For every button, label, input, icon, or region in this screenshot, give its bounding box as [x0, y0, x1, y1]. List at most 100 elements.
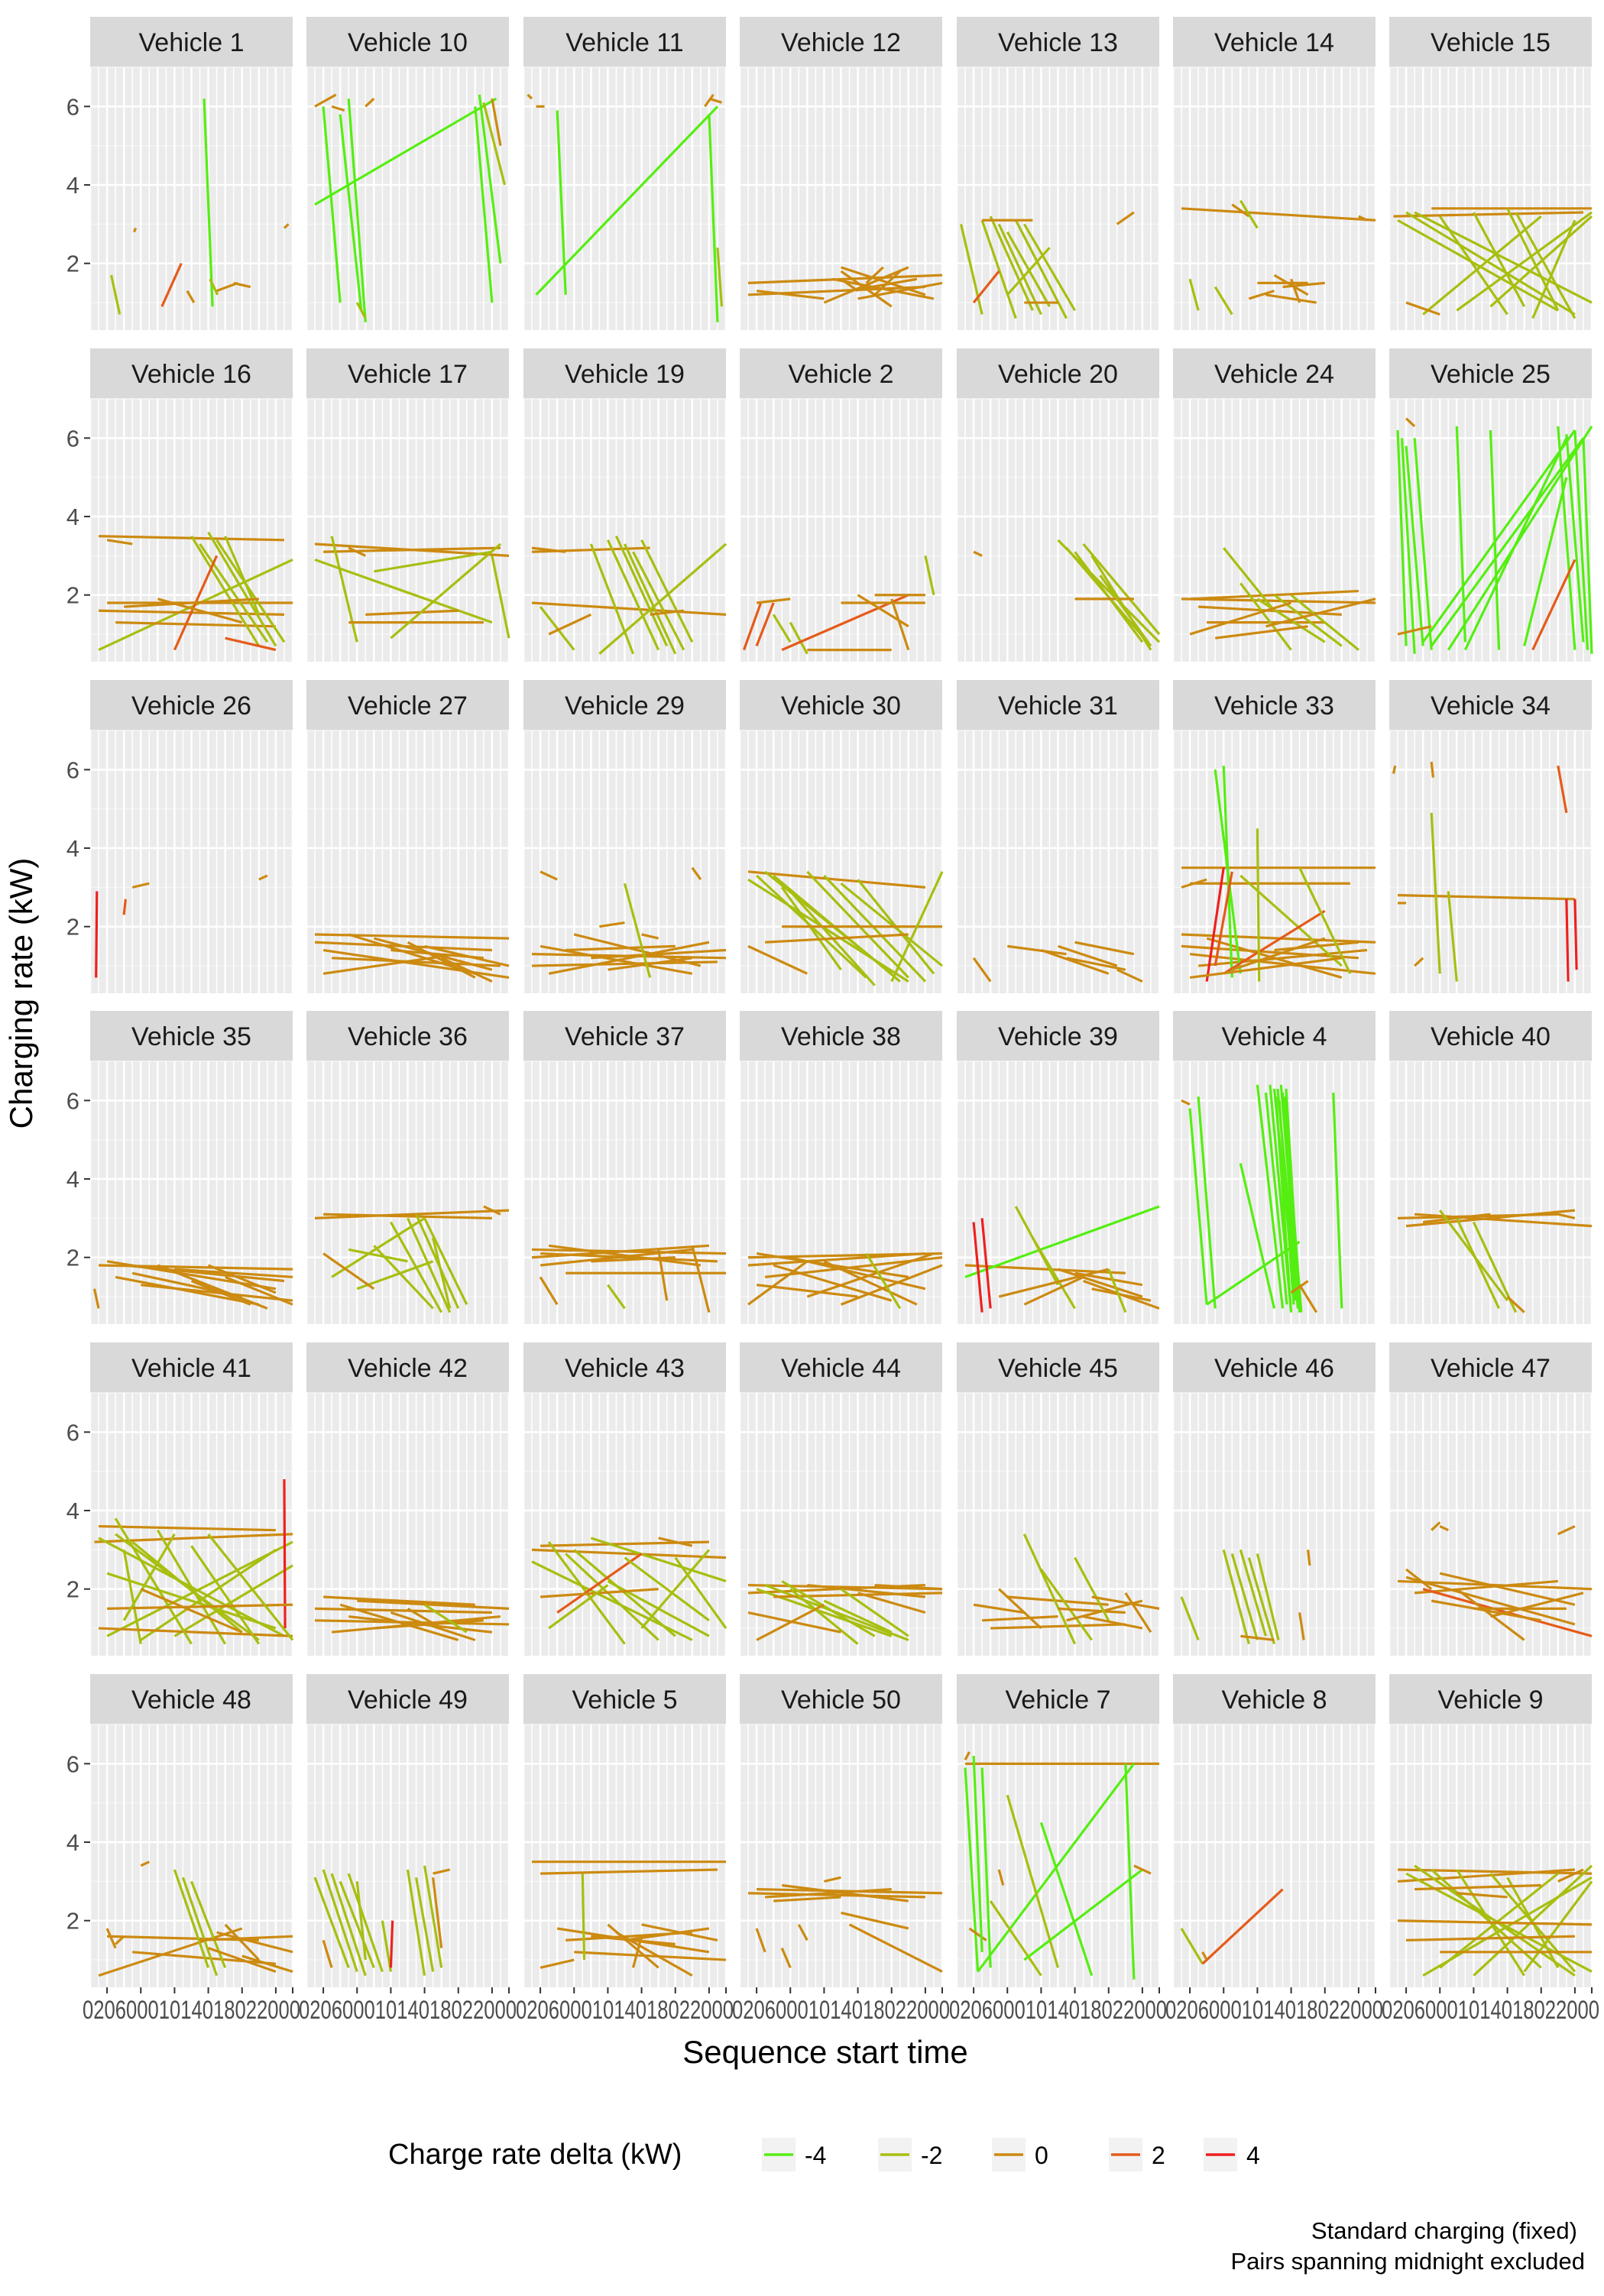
charge-sequence-line — [1091, 1287, 1152, 1302]
charge-sequence-line — [540, 1868, 718, 1875]
charge-sequence-line — [1007, 944, 1067, 956]
facet-label: Vehicle 45 — [998, 1354, 1118, 1383]
charge-sequence-line — [599, 921, 625, 928]
charge-sequence-line — [624, 1927, 710, 1941]
charge-sequence-line — [640, 539, 694, 643]
charge-sequence-line — [972, 957, 992, 983]
charge-sequence-line — [1430, 761, 1435, 778]
charge-sequence-line — [1116, 211, 1135, 225]
facet-label: Vehicle 47 — [1431, 1354, 1551, 1383]
charge-sequence-line — [980, 1218, 992, 1309]
charge-sequence-line — [747, 274, 943, 284]
charge-sequence-line — [989, 215, 1034, 311]
charge-sequence-line — [780, 1948, 792, 1968]
charge-sequence-line — [1116, 968, 1143, 983]
y-tick-label: 4 — [66, 172, 79, 199]
facet-panel: Vehicle 44 — [738, 1342, 944, 1656]
charge-sequence-line — [115, 621, 276, 628]
charge-sequence-line — [531, 546, 566, 553]
facet-panel: Vehicle 2 — [738, 348, 944, 662]
charge-sequence-line — [186, 290, 196, 303]
facet-panel: Vehicle 25 — [1388, 348, 1593, 662]
charge-sequence-line — [1396, 430, 1408, 646]
charge-sequence-line — [540, 1588, 659, 1598]
legend-entry-label: 4 — [1246, 2142, 1260, 2169]
charge-sequence-line — [331, 105, 345, 112]
charge-sequence-line — [548, 941, 710, 975]
charge-sequence-line — [607, 1923, 659, 1969]
charge-sequence-line — [747, 1611, 841, 1634]
charge-sequence-line — [832, 277, 935, 300]
facet-strip — [1389, 1011, 1592, 1061]
charge-sequence-line — [1290, 278, 1301, 303]
facet-strip — [523, 1342, 726, 1393]
charge-sequence-line — [840, 1588, 909, 1637]
charge-sequence-line — [1032, 1237, 1076, 1310]
charge-sequence-line — [1421, 429, 1576, 643]
x-tick-labels: 02060001014018022000 — [299, 1996, 517, 2025]
facet-panel: Vehicle 7 02060001014018022000 — [949, 1674, 1167, 2025]
charge-sequence-line — [131, 882, 150, 889]
facet-panel: Vehicle 19 — [522, 348, 727, 662]
legend-entry: 4 — [1204, 2138, 1260, 2171]
charge-sequence-line — [548, 613, 592, 636]
charge-sequence-line — [1397, 219, 1559, 312]
charge-sequence-line — [215, 539, 286, 643]
facet-label: Vehicle 29 — [565, 691, 685, 721]
charge-sequence-line — [174, 1268, 293, 1278]
charge-sequence-line — [540, 1958, 575, 1969]
charge-sequence-line — [964, 1751, 971, 1760]
facet-strip — [523, 348, 726, 399]
charge-sequence-line — [1405, 417, 1416, 428]
charge-sequence-line — [483, 1205, 501, 1216]
charge-sequence-line — [315, 933, 510, 940]
charge-sequence-line — [632, 551, 685, 651]
y-tick-label: 4 — [66, 835, 79, 862]
facet-label: Vehicle 30 — [781, 691, 901, 721]
charge-sequence-line — [573, 1549, 676, 1637]
charge-sequence-line — [998, 1268, 1110, 1298]
charge-sequence-line — [1188, 1108, 1208, 1305]
charge-sequence-line — [540, 870, 558, 881]
charge-sequence-line — [1557, 1213, 1576, 1219]
charge-sequence-line — [756, 1603, 825, 1641]
charge-sequence-line — [743, 602, 763, 651]
charge-sequence-line — [406, 1869, 426, 1976]
facet-label: Vehicle 15 — [1431, 28, 1551, 57]
facet-panel: Vehicle 14 — [1171, 17, 1377, 330]
charge-sequence-line — [140, 1549, 277, 1641]
charge-sequence-line — [857, 1592, 926, 1614]
charge-sequence-line — [716, 248, 724, 307]
charge-sequence-line — [339, 1880, 375, 1968]
charge-sequence-line — [92, 1288, 100, 1309]
charge-sequence-line — [548, 1244, 702, 1267]
charge-sequence-line — [1298, 867, 1352, 975]
charge-sequence-line — [535, 105, 719, 296]
charge-sequence-line — [539, 1276, 559, 1306]
charge-sequence-line — [1405, 1575, 1576, 1626]
charge-sequence-line — [105, 1928, 117, 1949]
facet-panel: Vehicle 15 — [1388, 17, 1593, 330]
charge-sequence-line — [1515, 212, 1576, 319]
caption-line-2: Pairs spanning midnight excluded — [1230, 2248, 1585, 2275]
y-tick-label: 2 — [66, 251, 79, 277]
charge-sequence-line — [1215, 625, 1308, 640]
facet-strip — [90, 680, 293, 730]
charge-sequence-line — [373, 1245, 434, 1310]
charge-sequence-line — [98, 1627, 293, 1637]
facet-strip — [740, 348, 942, 399]
charge-sequence-line — [347, 98, 367, 322]
legend: Charge rate delta (kW) -4 -2 0 2 4 — [388, 2138, 1260, 2171]
charge-sequence-line — [1057, 944, 1118, 967]
facet-panel: Vehicle 48 2 4 6 02060001014018022000 — [66, 1674, 300, 2025]
charge-sequence-line — [1214, 871, 1233, 967]
facet-panel: Vehicle 38 — [738, 1011, 944, 1324]
charge-sequence-line — [482, 102, 507, 186]
charge-sequence-line — [1414, 1864, 1576, 1977]
charge-sequence-line — [347, 1873, 384, 1972]
facet-panel: Vehicle 31 — [955, 680, 1161, 993]
facet-panel: Vehicle 47 — [1388, 1342, 1593, 1656]
charge-sequence-line — [1124, 1592, 1152, 1634]
charge-sequence-line — [1180, 1596, 1200, 1641]
y-tick-label: 2 — [66, 582, 79, 609]
